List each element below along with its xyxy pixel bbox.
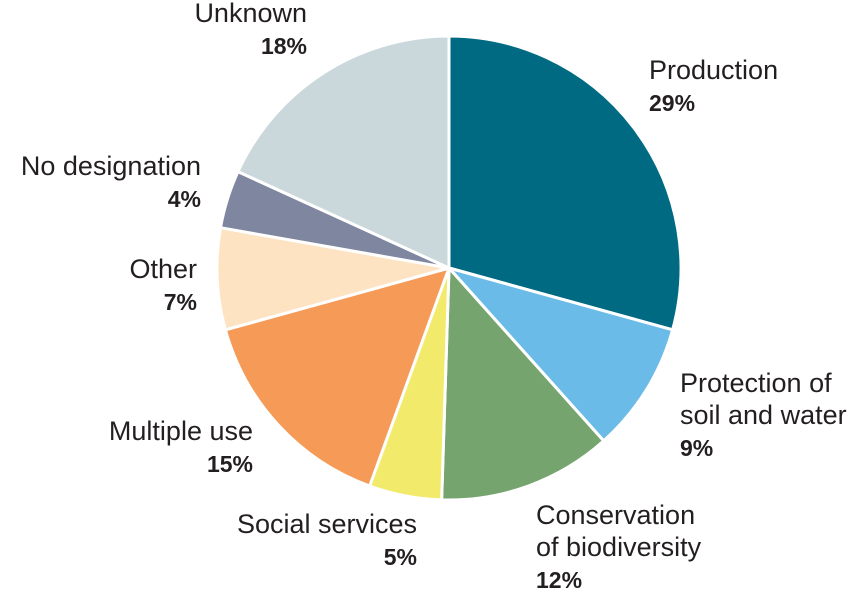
slice-label-conservation-of-biodiversity-line-2: of biodiversity bbox=[536, 532, 702, 562]
slice-label-other: Other bbox=[129, 254, 197, 284]
slice-percent-production: 29% bbox=[649, 90, 695, 116]
pie-slices bbox=[215, 34, 683, 502]
pie-slice-unknown bbox=[236, 34, 451, 270]
slice-percent-protection-of-soil-and-water: 9% bbox=[680, 435, 713, 461]
slice-label-social-services: Social services bbox=[237, 509, 417, 539]
slice-percent-unknown: 18% bbox=[261, 33, 307, 59]
pie-slice-production bbox=[447, 34, 683, 332]
pie-slice-other bbox=[215, 226, 451, 332]
slice-label-protection-of-soil-and-water-line-1: Protection of bbox=[680, 368, 832, 398]
slice-percent-other: 7% bbox=[164, 289, 197, 315]
slice-label-conservation-of-biodiversity-line-1: Conservation bbox=[536, 500, 695, 530]
slice-label-multiple-use: Multiple use bbox=[109, 416, 253, 446]
pie-slice-multiple-use bbox=[223, 266, 451, 488]
slice-label-protection-of-soil-and-water-line-2: soil and water bbox=[680, 400, 847, 430]
slice-percent-no-designation: 4% bbox=[168, 186, 201, 212]
pie-slice-protection-of-soil-and-water bbox=[447, 266, 675, 443]
slice-percent-social-services: 5% bbox=[384, 544, 417, 570]
slice-percent-conservation-of-biodiversity: 12% bbox=[536, 567, 582, 592]
slice-label-no-designation: No designation bbox=[21, 151, 201, 181]
slice-percent-multiple-use: 15% bbox=[207, 451, 253, 477]
pie-slice-conservation-of-biodiversity bbox=[440, 266, 606, 502]
slice-label-production: Production bbox=[649, 55, 778, 85]
slice-label-unknown: Unknown bbox=[194, 0, 307, 28]
